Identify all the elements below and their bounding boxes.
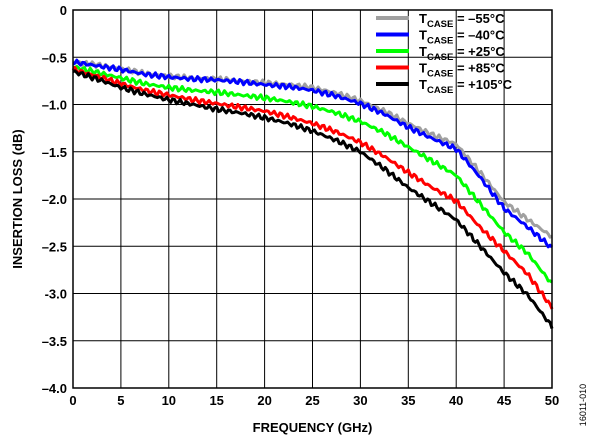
legend-label-sub: CASE xyxy=(427,69,453,80)
series-line xyxy=(71,66,554,310)
legend-label-sub: CASE xyxy=(427,85,453,96)
x-tick-label: 25 xyxy=(305,393,319,408)
legend-label-main: T xyxy=(419,77,427,92)
figure-id: 16011-010 xyxy=(578,384,588,426)
legend-label-main: T xyxy=(419,11,427,26)
x-tick-label: 15 xyxy=(209,393,223,408)
legend-label-sub: CASE xyxy=(427,52,453,63)
legend-label-main: T xyxy=(419,28,427,43)
series-line xyxy=(72,58,554,249)
y-tick-label: –3.5 xyxy=(42,334,67,349)
legend-label-value: = +25°C xyxy=(453,44,505,59)
x-tick-label: 35 xyxy=(401,393,415,408)
legend-label-value: = +85°C xyxy=(453,61,505,76)
x-tick-label: 30 xyxy=(353,393,367,408)
y-tick-label: –0.5 xyxy=(42,50,67,65)
y-tick-label: –4.0 xyxy=(42,381,67,396)
y-axis-label: INSERTION LOSS (dB) xyxy=(10,129,25,268)
x-axis-label: FREQUENCY (GHz) xyxy=(253,420,373,435)
x-axis-ticks: 0 5 10 15 20 25 30 35 40 45 50 xyxy=(69,393,559,408)
x-tick-label: 50 xyxy=(545,393,559,408)
y-tick-label: -3.0 xyxy=(45,287,67,302)
legend-label: TCASE = +105°C xyxy=(419,77,513,96)
x-tick-label: 40 xyxy=(449,393,463,408)
x-tick-label: 0 xyxy=(69,393,76,408)
series-line xyxy=(72,64,553,284)
legend-label-sub: CASE xyxy=(427,36,453,47)
y-tick-label: –1.0 xyxy=(42,98,67,113)
legend-label-main: T xyxy=(419,61,427,76)
legend-label: TCASE = +85°C xyxy=(419,61,505,80)
x-tick-label: 5 xyxy=(117,393,124,408)
plot-frame xyxy=(72,9,553,389)
legend-label: TCASE = –40°C xyxy=(419,28,505,47)
x-tick-label: 10 xyxy=(162,393,176,408)
series-lines xyxy=(71,58,554,330)
y-tick-label: –2.5 xyxy=(42,239,67,254)
legend-label-sub: CASE xyxy=(427,19,453,30)
y-axis-ticks: 0 –0.5 –1.0 –1.5 –2.0 –2.5 -3.0 –3.5 –4.0 xyxy=(42,3,67,396)
x-tick-label: 45 xyxy=(497,393,511,408)
legend-label-value: = –40°C xyxy=(453,28,505,43)
legend-label-value: = +105°C xyxy=(453,77,512,92)
y-tick-label: 0 xyxy=(60,3,67,18)
legend-label-main: T xyxy=(419,44,427,59)
x-tick-label: 20 xyxy=(257,393,271,408)
y-tick-label: –1.5 xyxy=(42,145,67,160)
y-tick-label: –2.0 xyxy=(42,192,67,207)
series-line xyxy=(72,69,554,330)
legend-label: TCASE = +25°C xyxy=(419,44,505,63)
legend-label-value: = –55°C xyxy=(453,11,505,26)
legend-label: TCASE = –55°C xyxy=(419,11,505,30)
